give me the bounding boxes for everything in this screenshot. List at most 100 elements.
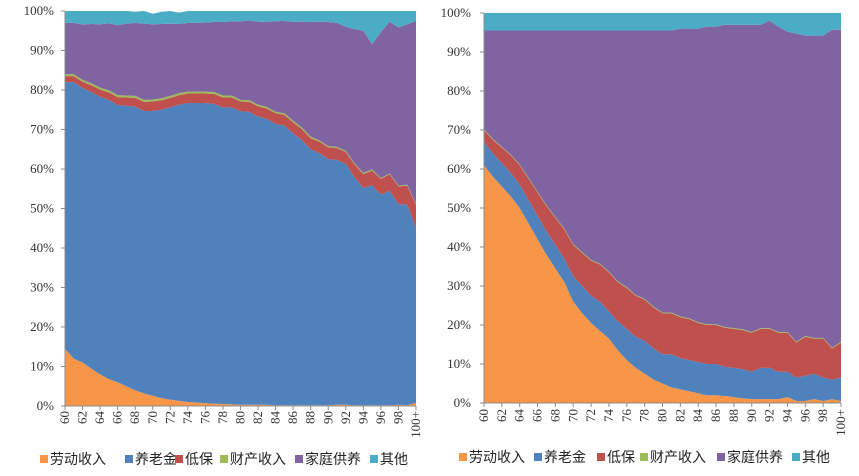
x-tick-label: 60 xyxy=(476,409,491,422)
x-tick-label: 76 xyxy=(619,409,634,423)
legend-label-other: 其他 xyxy=(802,450,830,466)
x-tick-label: 64 xyxy=(512,409,527,423)
y-tick-label: 80% xyxy=(447,83,471,98)
x-tick-label: 70 xyxy=(145,411,160,424)
x-tick-label: 86 xyxy=(285,411,300,425)
y-tick-label: 50% xyxy=(447,200,471,215)
x-tick-label: 84 xyxy=(268,411,283,425)
x-tick-label: 82 xyxy=(250,411,265,424)
legend-label-pension: 养老金 xyxy=(135,452,177,468)
x-tick-label: 72 xyxy=(583,409,598,422)
y-tick-label: 60% xyxy=(447,161,471,176)
legend-swatch-pension xyxy=(125,455,133,463)
x-tick-label: 96 xyxy=(797,409,812,423)
y-tick-label: 10% xyxy=(30,359,54,374)
area-dibao xyxy=(65,76,416,229)
x-tick-label: 98 xyxy=(390,411,405,424)
legend-label-family-support: 家庭供养 xyxy=(305,451,361,468)
y-tick-label: 70% xyxy=(447,122,471,137)
y-tick-label: 70% xyxy=(30,122,54,137)
x-tick-label: 64 xyxy=(92,411,107,425)
x-tick-label: 78 xyxy=(637,409,652,422)
legend-label-family-support: 家庭供养 xyxy=(727,449,783,466)
y-tick-label: 30% xyxy=(447,278,471,293)
x-tick-label: 96 xyxy=(373,411,388,425)
legend-swatch-pension xyxy=(534,453,542,461)
y-tick-label: 90% xyxy=(30,43,54,58)
legend-label-property-income: 财产收入 xyxy=(650,450,706,466)
y-tick-label: 40% xyxy=(447,239,471,254)
x-tick-label: 92 xyxy=(762,409,777,422)
legend-swatch-dibao xyxy=(597,453,605,461)
area-other xyxy=(65,11,416,45)
y-tick-label: 20% xyxy=(447,317,471,332)
legend-label-dibao: 低保 xyxy=(185,452,213,468)
area-other xyxy=(484,13,841,36)
legend-swatch-other xyxy=(792,453,800,461)
x-tick-label: 88 xyxy=(726,409,741,422)
legend-label-pension: 养老金 xyxy=(544,450,586,466)
legend-swatch-labor-income xyxy=(459,453,467,461)
y-tick-label: 30% xyxy=(30,280,54,295)
x-tick-label: 80 xyxy=(655,409,670,422)
x-tick-label: 90 xyxy=(744,409,759,422)
y-tick-label: 80% xyxy=(30,82,54,97)
x-tick-label: 90 xyxy=(320,411,335,424)
area-labor-income xyxy=(484,165,841,403)
area-family-support xyxy=(484,20,841,348)
y-tick-label: 0% xyxy=(37,398,55,413)
x-tick-label: 68 xyxy=(547,409,562,422)
legend-swatch-other xyxy=(370,455,378,463)
x-tick-label: 100+ xyxy=(833,409,848,436)
left-chart: 0%10%20%30%40%50%60%70%80%90%100%60 62 64 6… xyxy=(24,3,423,468)
x-tick-label: 88 xyxy=(303,411,318,424)
y-tick-label: 10% xyxy=(447,356,471,371)
x-tick-label: 60 xyxy=(57,411,72,424)
x-tick-label: 68 xyxy=(127,411,142,424)
legend-swatch-dibao xyxy=(175,455,183,463)
legend-swatch-labor-income xyxy=(40,455,48,463)
y-tick-label: 60% xyxy=(30,161,54,176)
y-tick-label: 90% xyxy=(447,44,471,59)
y-tick-label: 40% xyxy=(30,240,54,255)
x-tick-label: 82 xyxy=(672,409,687,422)
x-tick-label: 80 xyxy=(233,411,248,424)
area-dibao xyxy=(484,130,841,380)
legend-swatch-family-support xyxy=(295,455,303,463)
legend-label-labor-income: 劳动收入 xyxy=(469,450,525,466)
x-tick-label: 62 xyxy=(75,411,90,424)
x-tick-label: 66 xyxy=(110,411,125,425)
x-tick-label: 98 xyxy=(815,409,830,422)
y-tick-label: 100% xyxy=(24,3,55,18)
x-tick-label: 92 xyxy=(338,411,353,424)
x-tick-label: 70 xyxy=(565,409,580,422)
legend-swatch-property-income xyxy=(640,453,648,461)
x-tick-label: 84 xyxy=(690,409,705,423)
x-tick-label: 86 xyxy=(708,409,723,423)
x-tick-label: 66 xyxy=(530,409,545,423)
area-family-support xyxy=(65,20,416,204)
x-tick-label: 78 xyxy=(215,411,230,424)
area-property-income xyxy=(65,74,416,205)
area-pension xyxy=(65,82,416,406)
legend-label-labor-income: 劳动收入 xyxy=(50,452,106,468)
x-tick-label: 74 xyxy=(180,411,195,425)
x-tick-label: 100+ xyxy=(408,411,423,438)
x-tick-label: 72 xyxy=(162,411,177,424)
legend-swatch-property-income xyxy=(220,455,228,463)
y-tick-label: 50% xyxy=(30,201,54,216)
y-tick-label: 0% xyxy=(454,395,472,410)
x-tick-label: 94 xyxy=(779,409,794,423)
x-tick-label: 74 xyxy=(601,409,616,423)
x-tick-label: 76 xyxy=(197,411,212,425)
legend-label-other: 其他 xyxy=(380,452,408,468)
x-tick-label: 62 xyxy=(494,409,509,422)
legend-label-property-income: 财产收入 xyxy=(230,452,286,468)
y-tick-label: 100% xyxy=(441,5,472,20)
y-tick-label: 20% xyxy=(30,319,54,334)
legend-swatch-family-support xyxy=(717,453,725,461)
legend-label-dibao: 低保 xyxy=(607,450,635,466)
area-labor-income xyxy=(65,348,416,406)
x-tick-label: 94 xyxy=(355,411,370,425)
